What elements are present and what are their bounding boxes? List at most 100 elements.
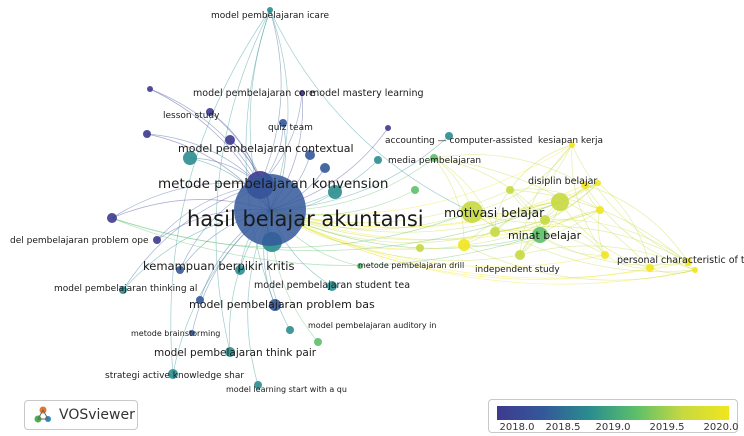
node-n17[interactable] [305,150,315,160]
node-n15[interactable] [235,265,245,275]
label-independent[interactable]: independent study [475,265,560,275]
node-n9[interactable] [692,267,698,273]
label-problem-bas[interactable]: model pembelajaran problem bas [189,298,375,311]
label-motivasi[interactable]: motivasi belajar [444,205,545,220]
label-think-pair[interactable]: model pembelajaran think pair [154,347,317,359]
legend-tick: 2019.0 [595,422,631,433]
label-brainstorming[interactable]: metode brainstorming [131,329,220,338]
node-n4[interactable] [320,163,330,173]
node-n3[interactable] [328,185,342,199]
node-problem_bas[interactable] [269,299,281,311]
label-student-tea[interactable]: model pembelajaran student tea [254,280,410,291]
node-drill[interactable] [357,263,363,269]
link-line [494,229,606,256]
link-line [269,144,573,215]
link-line [494,226,689,263]
node-minat[interactable] [532,227,548,243]
node-n5[interactable] [581,181,589,189]
node-n10[interactable] [506,186,514,194]
node-n12[interactable] [595,180,601,186]
vosviewer-logo-text: VOSviewer [59,407,135,423]
node-n18[interactable] [374,156,382,164]
node-n1[interactable] [206,108,214,116]
node-n11[interactable] [490,227,500,237]
node-icare[interactable] [267,7,273,13]
link-line [463,144,573,246]
node-hasil[interactable] [234,174,306,246]
label-auditory[interactable]: model pembelajaran auditory in [308,321,436,330]
node-student_tea[interactable] [327,281,337,291]
node-quiz_team[interactable] [279,119,287,127]
label-start-with[interactable]: model learning start with a qu [226,385,347,394]
label-contextual[interactable]: model pembelajaran contextual [178,142,354,155]
node-core[interactable] [147,86,153,92]
node-mastery[interactable] [299,90,305,96]
node-thinking_al[interactable] [119,286,127,294]
label-accounting[interactable]: accounting — computer-assisted [385,136,532,146]
label-icare[interactable]: model pembelajaran icare [211,11,329,21]
label-thinking-al[interactable]: model pembelajaran thinking al [54,284,197,294]
link-line [597,182,651,269]
label-konvension[interactable]: metode pembelajaran konvension [158,176,388,192]
label-core[interactable]: model pembelajaran core [193,88,315,99]
node-n7[interactable] [601,251,609,259]
link-line [604,254,651,269]
node-n6[interactable] [596,206,604,214]
node-contextual[interactable] [183,151,197,165]
node-auditory[interactable] [314,338,322,346]
node-kesiapan[interactable] [569,142,575,148]
link-line [519,245,696,271]
term-labels: model pembelajaran icare model pembelaja… [10,11,744,394]
node-personal[interactable] [684,258,692,266]
node-n13[interactable] [196,296,204,304]
label-kesiapan[interactable]: kesiapan kerja [538,136,603,146]
node-active_knowledge[interactable] [168,369,178,379]
node-n23[interactable] [515,250,525,260]
link-line [111,182,261,219]
node-n20[interactable] [416,244,424,252]
label-problem-ope[interactable]: del pembelajaran problem ope [10,236,149,246]
node-problem_ope[interactable] [107,213,117,223]
label-drill[interactable]: metode pembelajaran drill [358,261,464,270]
node-n2[interactable] [385,125,391,131]
node-n19[interactable] [411,186,419,194]
node-start_with[interactable] [254,381,262,389]
legend-tick: 2020.0 [703,422,739,433]
label-mastery[interactable]: model mastery learning [310,88,424,99]
label-personal[interactable]: personal characteristic of tea [617,255,744,266]
legend-tick: 2018.5 [545,422,581,433]
link-line [471,182,599,214]
label-lesson-study[interactable]: lesson study [163,111,220,121]
node-disiplin[interactable] [551,193,569,211]
node-n14[interactable] [176,266,184,274]
node-independent[interactable] [458,239,470,251]
link-line [471,144,573,213]
link-line [269,209,696,285]
node-n21[interactable] [153,236,161,244]
node-brainstorming[interactable] [189,330,195,336]
node-n8[interactable] [646,264,654,272]
link-line [259,9,282,186]
label-kemampuan[interactable]: kemampuan berpikir kritis [143,259,294,273]
node-lesson_study[interactable] [143,130,151,138]
label-media[interactable]: media pembelajaran [388,156,481,166]
node-n24[interactable] [540,215,550,225]
node-accounting[interactable] [445,132,453,140]
label-active-knowledge[interactable]: strategi active knowledge shar [105,371,244,381]
year-color-legend: 2018.0 2018.5 2019.0 2019.5 2020.0 [488,399,739,433]
label-quiz-team[interactable]: quiz team [268,123,313,133]
node-think_pair[interactable] [225,347,235,357]
node-motivasi[interactable] [461,201,483,223]
node-media[interactable] [430,154,438,162]
label-hasil[interactable]: hasil belajar akuntansi [187,207,424,231]
node-n22[interactable] [286,326,294,334]
vosviewer-logo: VOSviewer [24,400,138,430]
label-minat[interactable]: minat belajar [508,229,582,242]
node-n16[interactable] [225,135,235,145]
link-line [584,184,696,271]
link-line [509,144,573,191]
label-disiplin[interactable]: disiplin belajar [528,176,597,187]
link-line [111,211,473,248]
link-line [269,209,651,280]
link-line [471,209,601,223]
